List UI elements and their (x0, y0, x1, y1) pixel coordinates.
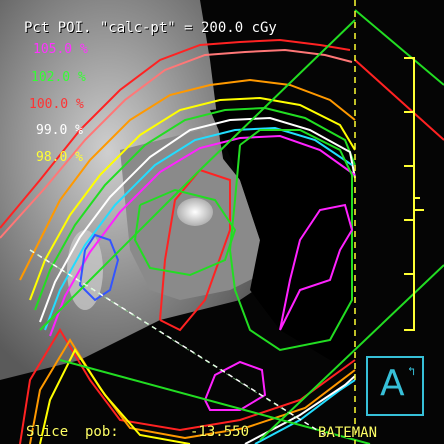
isodose-green (34, 106, 356, 311)
isodose-yellow (29, 96, 356, 301)
field-edge-red (354, 59, 444, 141)
target-magenta-small (204, 360, 267, 411)
isodose-yellow-lower (39, 348, 191, 444)
user-name-label: BATEMAN (318, 425, 378, 441)
green-circle-contour (133, 188, 237, 277)
isodose-white-lower (244, 375, 356, 444)
slice-position-value: -13.550 (190, 424, 250, 440)
isodose-red-outer (0, 38, 351, 229)
orientation-letter: A (380, 363, 405, 404)
target-green-contour (228, 129, 353, 352)
field-edge-green-right (354, 9, 444, 86)
ct-dark-region (210, 105, 355, 360)
isodose-orange-lower (29, 338, 356, 444)
dose-normalization-header: Pct POI. "calc-pt" = 200.0 cGy (24, 20, 277, 36)
red-structure-contour (159, 168, 231, 332)
isodose-contours (0, 9, 444, 444)
field-edge-green-2 (59, 359, 371, 444)
beam-axis-green (29, 249, 301, 421)
rotate-arrow-icon: ↰ (408, 364, 416, 378)
legend-item-99: 99.0 % (36, 123, 83, 138)
isodose-cyan (44, 126, 353, 331)
field-edge-green (39, 19, 356, 331)
scale-ruler (404, 57, 424, 331)
target-magenta-contour (279, 203, 354, 331)
isodose-orange (19, 78, 356, 281)
isodose-white (39, 116, 356, 323)
isodose-red-lower (19, 328, 356, 444)
ct-bright-structure (177, 198, 213, 226)
legend-item-105: 105.0 % (33, 42, 88, 57)
legend-item-100: 100.0 % (29, 97, 84, 112)
slice-position-label: Slice pob: (26, 424, 119, 440)
isodose-magenta-upper (49, 134, 356, 337)
isodose-cyan-lower (254, 379, 356, 444)
legend-item-98: 98.0 % (36, 150, 83, 165)
isodose-pink-outer (0, 48, 353, 239)
orientation-indicator-button[interactable]: A ↰ (366, 356, 424, 416)
legend-item-102: 102.0 % (31, 70, 86, 85)
